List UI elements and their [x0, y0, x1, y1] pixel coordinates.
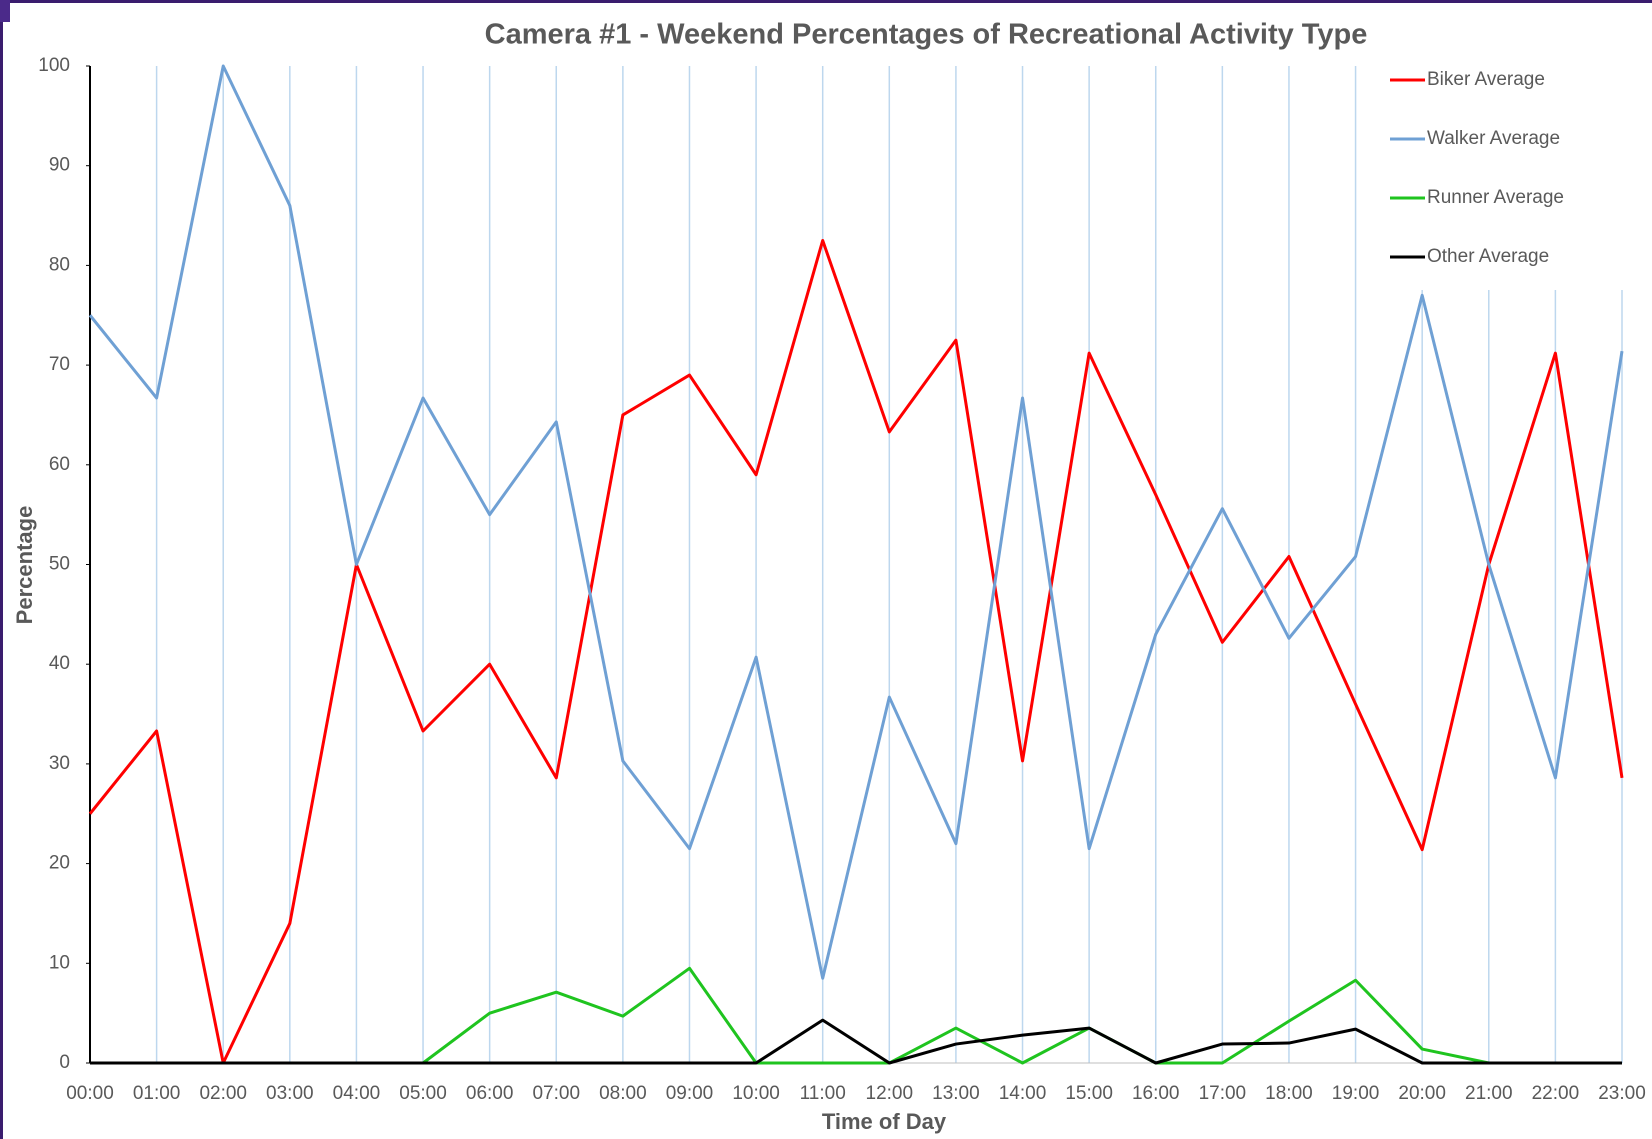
x-axis-title: Time of Day [822, 1109, 947, 1134]
series-line [90, 1018, 1622, 1065]
x-tick-label: 15:00 [1065, 1083, 1113, 1104]
x-tick-label: 01:00 [133, 1083, 181, 1104]
x-tick-label: 03:00 [266, 1083, 314, 1104]
legend-label: Other Average [1427, 246, 1549, 267]
x-tick-label: 22:00 [1532, 1083, 1580, 1104]
legend-label: Walker Average [1427, 128, 1560, 149]
x-tick-label: 19:00 [1332, 1083, 1380, 1104]
y-tick-label: 90 [49, 155, 70, 176]
frame-left [0, 0, 3, 1139]
legend-label: Biker Average [1427, 69, 1545, 90]
x-tick-label: 06:00 [466, 1083, 514, 1104]
y-axis-title: Percentage [12, 506, 37, 625]
x-tick-label: 18:00 [1265, 1083, 1313, 1104]
x-tick-label: 14:00 [999, 1083, 1047, 1104]
x-tick-label: 02:00 [199, 1083, 247, 1104]
y-tick-label: 70 [49, 354, 70, 375]
y-tick-label: 0 [59, 1052, 70, 1073]
chart-title: Camera #1 - Weekend Percentages of Recre… [485, 19, 1368, 51]
x-tick-label: 16:00 [1132, 1083, 1180, 1104]
legend-label: Runner Average [1427, 187, 1564, 208]
legend-box [1385, 60, 1645, 290]
y-tick-label: 30 [49, 753, 70, 774]
x-tick-label: 07:00 [532, 1083, 580, 1104]
x-tick-label: 12:00 [866, 1083, 914, 1104]
x-tick-label: 09:00 [666, 1083, 714, 1104]
y-tick-label: 60 [49, 454, 70, 475]
x-tick-label: 00:00 [66, 1083, 114, 1104]
x-tick-label: 08:00 [599, 1083, 647, 1104]
x-tick-label: 05:00 [399, 1083, 447, 1104]
x-tick-label: 21:00 [1465, 1083, 1513, 1104]
frame-top [0, 0, 1652, 3]
frame-corner [0, 0, 10, 22]
x-tick-label: 23:00 [1598, 1083, 1646, 1104]
y-tick-label: 40 [49, 653, 70, 674]
x-tick-label: 17:00 [1199, 1083, 1247, 1104]
y-tick-label: 80 [49, 254, 70, 275]
y-tick-label: 50 [49, 554, 70, 575]
x-tick-label: 20:00 [1398, 1083, 1446, 1104]
x-tick-label: 10:00 [732, 1083, 780, 1104]
y-tick-label: 100 [38, 55, 70, 76]
series-line [88, 238, 1624, 1065]
y-tick-label: 20 [49, 853, 70, 874]
x-tick-label: 11:00 [800, 1083, 846, 1104]
y-tick-label: 10 [49, 952, 70, 973]
x-tick-label: 04:00 [333, 1083, 381, 1104]
x-tick-label: 13:00 [932, 1083, 980, 1104]
series-line [88, 64, 1624, 980]
